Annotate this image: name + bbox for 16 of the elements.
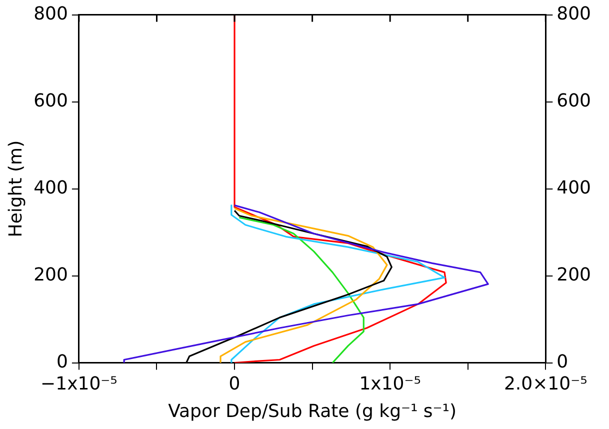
x-tick-label: 0 [228, 373, 240, 394]
y2-tick-label: 0 [556, 351, 568, 372]
y-axis-title: Height (m) [5, 140, 26, 238]
y-tick-label: 600 [34, 90, 68, 112]
y2-tick-label: 200 [556, 264, 592, 286]
x-tick-label: 1x10⁻⁵ [359, 373, 421, 394]
y-tick-label: 800 [34, 3, 68, 24]
y2-tick-label: 600 [556, 90, 592, 112]
x-axis-title: Vapor Dep/Sub Rate (g kg⁻¹ s⁻¹) [168, 400, 457, 422]
y-tick-label: 200 [34, 264, 68, 286]
y2-tick-label: 800 [556, 3, 592, 24]
y2-tick-label: 400 [556, 177, 592, 198]
y-tick-label: 0 [56, 351, 68, 372]
x-tick-label: 2.0×10⁻⁵ [504, 373, 588, 394]
y-tick-label: 400 [34, 177, 68, 198]
x-tick-label: −1x10⁻⁵ [40, 373, 118, 394]
